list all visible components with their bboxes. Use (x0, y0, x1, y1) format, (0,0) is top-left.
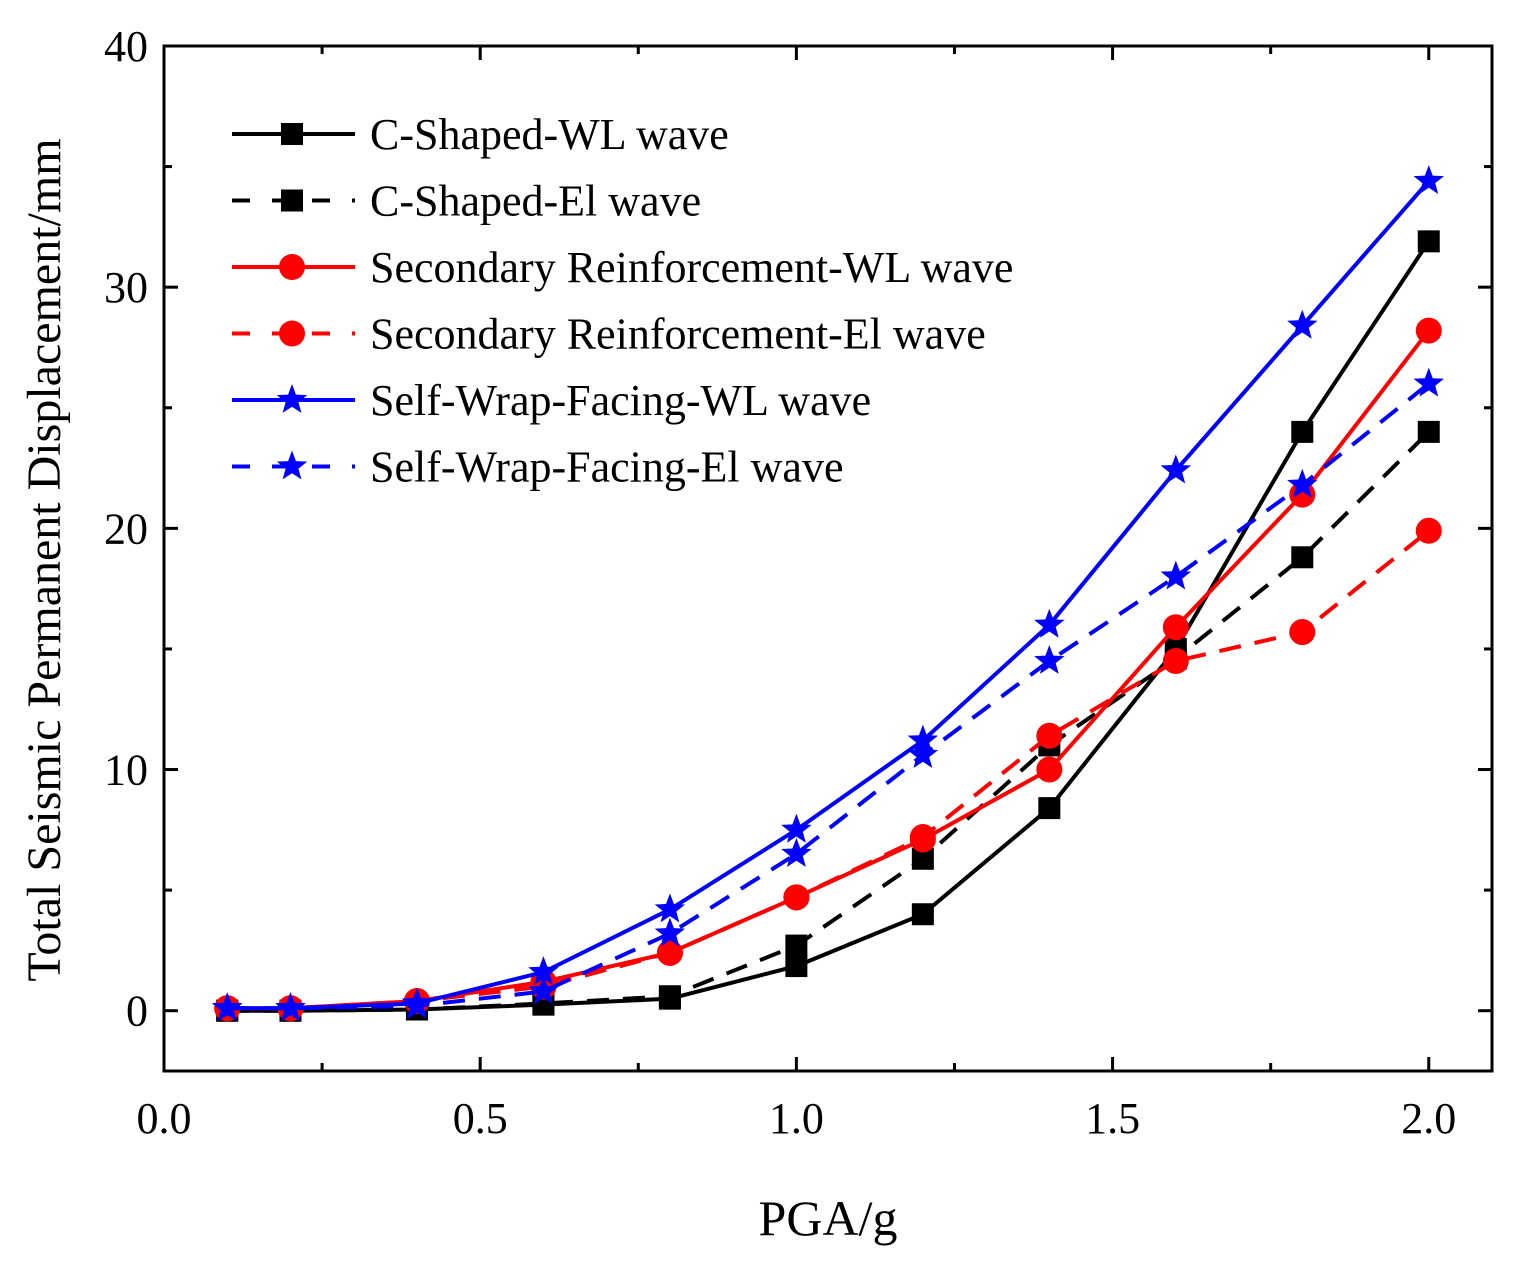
square-marker (785, 934, 808, 957)
star-marker (276, 384, 308, 413)
legend-item: Self-Wrap-Facing-El wave (232, 443, 843, 492)
circle-marker (279, 320, 305, 347)
star-marker (1413, 367, 1444, 397)
star-marker (276, 450, 308, 480)
star-marker (1034, 608, 1065, 638)
x-tick-label: 0.0 (137, 1094, 192, 1143)
circle-marker (1289, 619, 1316, 646)
circle-marker (1415, 317, 1442, 344)
y-axis-label: Total Seismic Permanent Displacement/mm (18, 138, 71, 981)
star-marker (275, 992, 306, 1022)
series-5 (212, 367, 1444, 1022)
x-tick-label: 1.5 (1085, 1094, 1140, 1143)
circle-marker (656, 939, 683, 966)
series-line (227, 329, 1431, 1011)
legend-item: C-Shaped-WL wave (232, 110, 729, 159)
circle-marker (1036, 756, 1063, 783)
circle-marker (1415, 517, 1442, 544)
circle-marker (909, 824, 936, 851)
axes: 0.0 0.5 1.0 1.5 2.0 0 10 20 30 40 (104, 22, 1494, 1143)
star-marker (907, 739, 939, 768)
square-marker (1038, 797, 1061, 820)
star-marker (907, 724, 939, 754)
y-tick-label: 0 (126, 987, 148, 1036)
y-tick-label: 30 (104, 263, 148, 312)
legend: C-Shaped-WL wave C-Shaped-El wave Secondar… (232, 110, 1013, 492)
square-marker (1291, 546, 1314, 569)
circle-marker (783, 884, 810, 911)
square-marker (1417, 230, 1440, 253)
star-marker (781, 813, 812, 843)
legend-label: Secondary Reinforcement-WL wave (370, 243, 1013, 292)
square-marker (1291, 420, 1314, 443)
star-marker (528, 956, 559, 986)
star-marker (1287, 309, 1318, 339)
circle-marker (279, 254, 305, 280)
star-marker (1287, 468, 1318, 498)
legend-label: C-Shaped-WL wave (370, 110, 729, 159)
square-marker (1417, 420, 1440, 443)
x-tick-label: 2.0 (1401, 1094, 1456, 1143)
legend-item: Secondary Reinforcement-WL wave (232, 243, 1013, 292)
x-tick-label: 0.5 (453, 1094, 508, 1143)
plot-frame (162, 44, 1494, 1073)
star-marker (212, 992, 243, 1022)
legend-item: Secondary Reinforcement-El wave (232, 310, 986, 359)
star-marker (1160, 560, 1191, 590)
series-line (227, 529, 1431, 1011)
x-tick-label: 1.0 (769, 1094, 824, 1143)
square-marker (911, 847, 934, 870)
series-line (227, 430, 1431, 1013)
x-axis-label: PGA/g (759, 1190, 898, 1246)
legend-label: Self-Wrap-Facing-WL wave (370, 376, 871, 425)
star-marker (781, 837, 812, 867)
legend-label: C-Shaped-El wave (370, 177, 701, 226)
square-marker (658, 985, 681, 1008)
square-marker (911, 903, 934, 926)
star-marker (1034, 645, 1065, 674)
y-tick-label: 20 (104, 504, 148, 553)
circle-marker (1036, 722, 1063, 749)
y-tick-label: 40 (104, 22, 148, 71)
star-marker (401, 989, 433, 1019)
star-marker (654, 893, 686, 923)
legend-item: C-Shaped-El wave (232, 177, 701, 226)
square-marker (281, 123, 303, 145)
star-marker (1160, 454, 1191, 484)
series-group (212, 165, 1444, 1022)
square-marker (785, 955, 808, 978)
circle-marker (1162, 648, 1189, 674)
legend-label: Secondary Reinforcement-El wave (370, 310, 986, 359)
circle-marker (1162, 614, 1189, 641)
legend-label: Self-Wrap-Facing-El wave (370, 443, 843, 492)
series-line (227, 382, 1431, 1011)
square-marker (281, 189, 303, 212)
legend-item: Self-Wrap-Facing-WL wave (232, 376, 871, 425)
star-marker (528, 975, 559, 1005)
star-marker (1413, 165, 1444, 194)
y-tick-label: 10 (104, 746, 148, 795)
star-marker (654, 917, 686, 947)
